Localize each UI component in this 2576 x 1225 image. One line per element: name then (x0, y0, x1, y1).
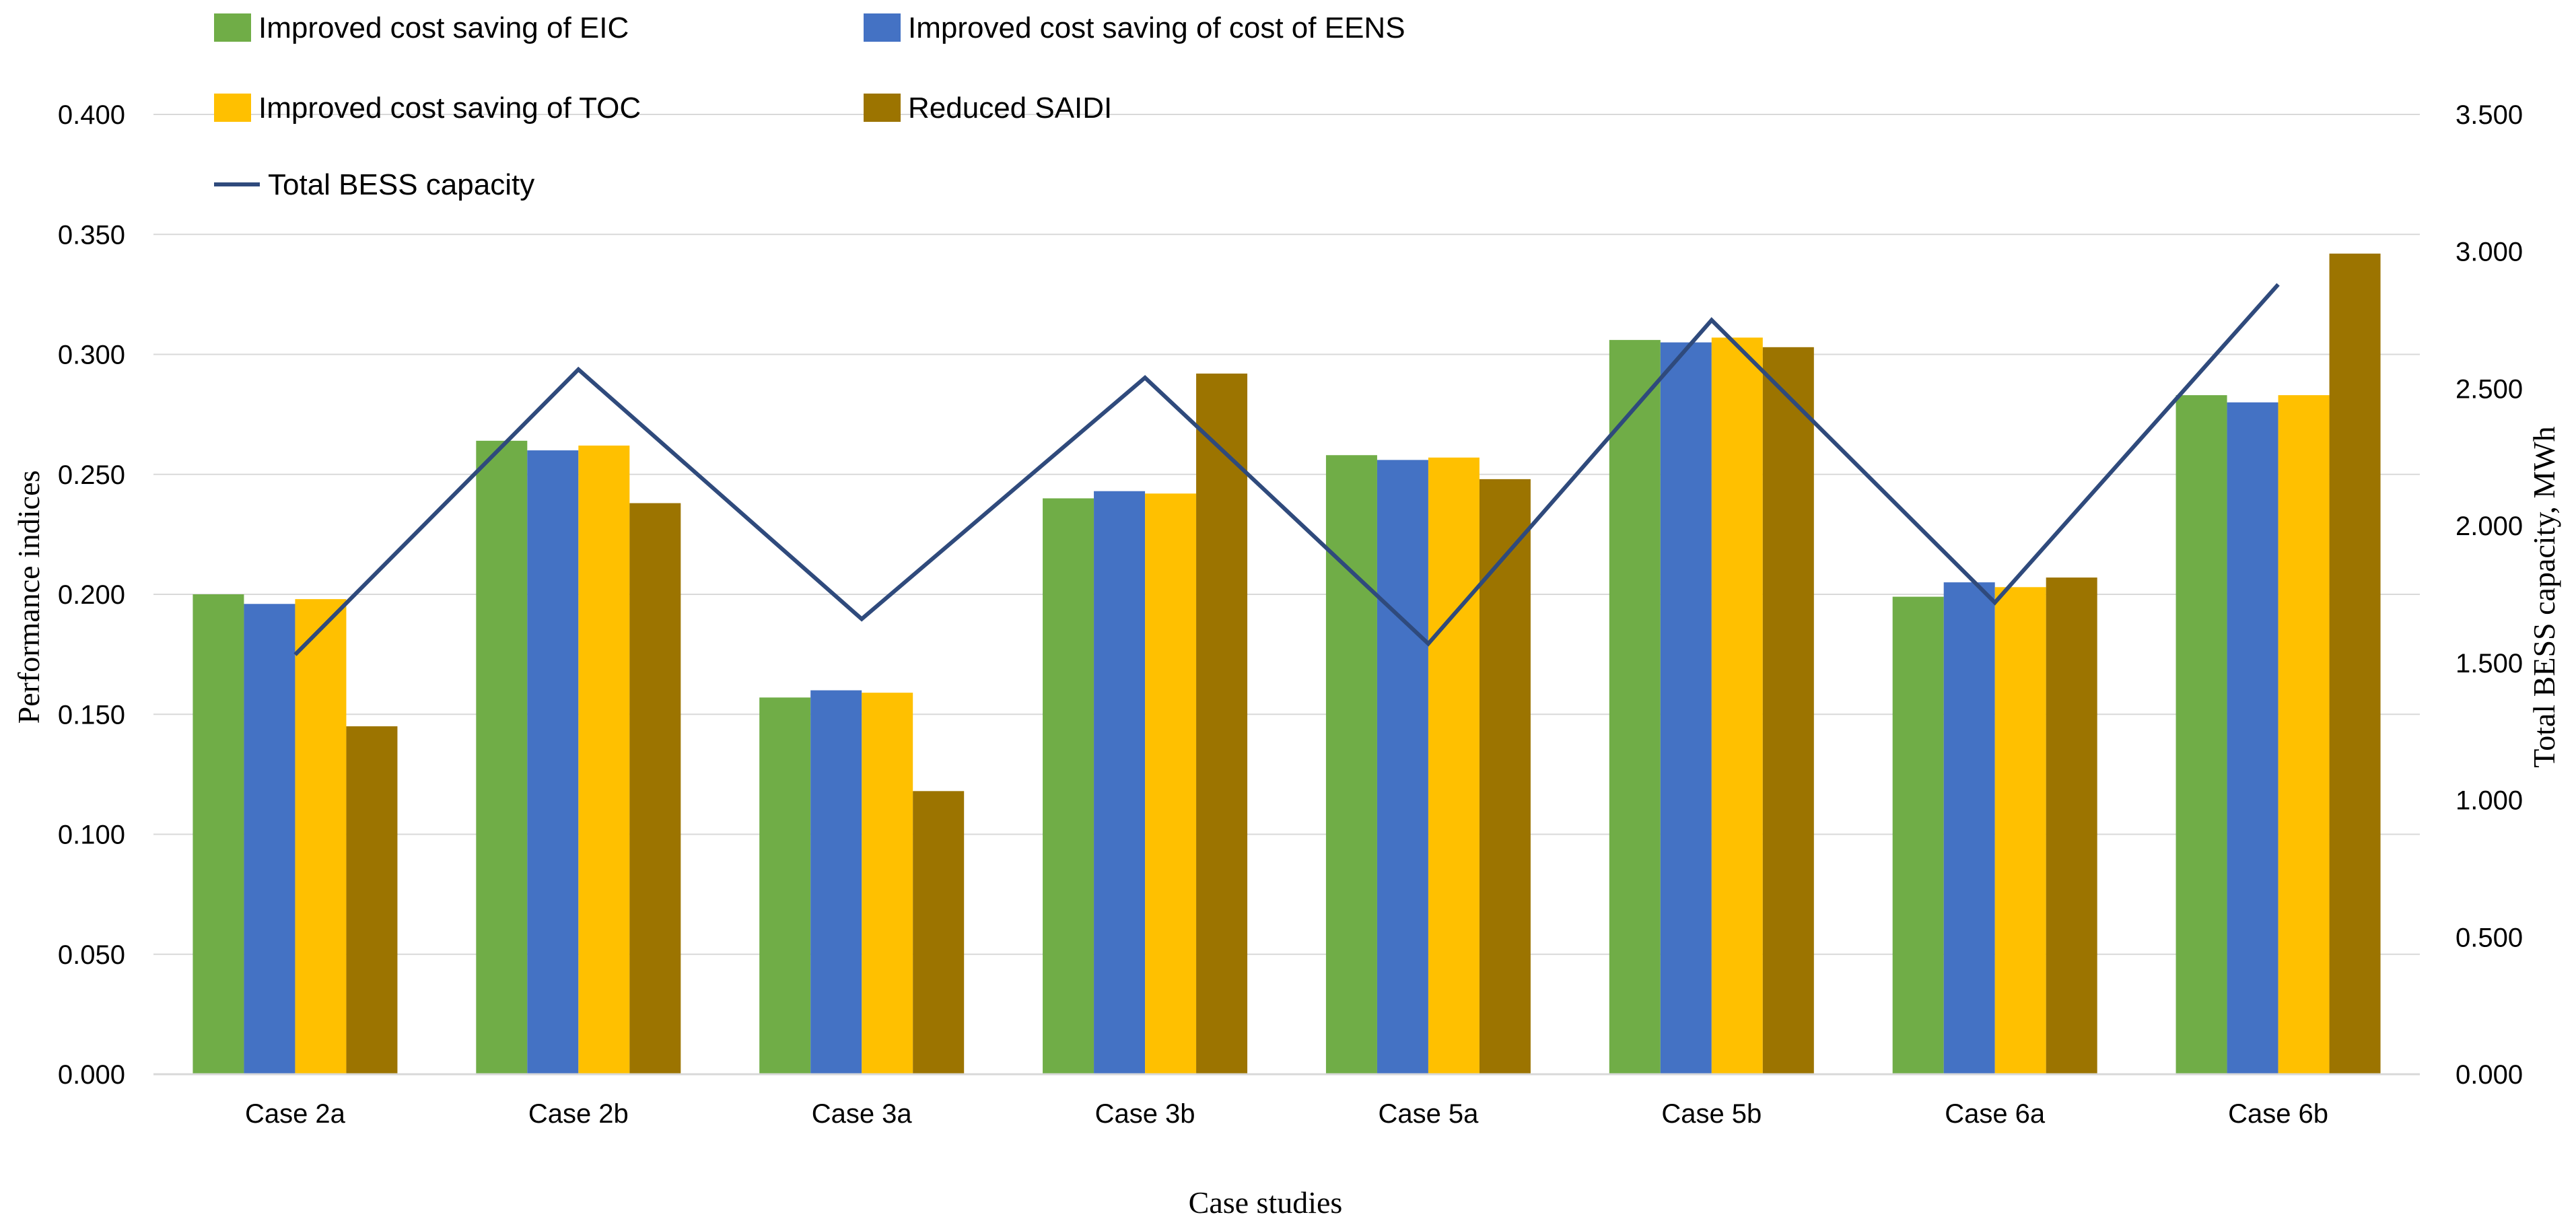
bar-reduced-saidi-case-2b (629, 503, 681, 1074)
legend-item: Reduced SAIDI (864, 92, 1112, 125)
legend-swatch (864, 94, 901, 122)
y2-tick-label: 1.500 (2456, 649, 2523, 678)
y-tick-label: 0.150 (58, 700, 125, 730)
x-category-label: Case 5a (1378, 1099, 1479, 1129)
legend-item: Total BESS capacity (214, 168, 534, 201)
y-tick-label: 0.000 (58, 1060, 125, 1090)
y-tick-label: 0.250 (58, 460, 125, 490)
legend-item: Improved cost saving of EIC (214, 11, 629, 44)
legend-label: Improved cost saving of EIC (258, 11, 629, 44)
bar-improved-cost-saving-of-eic-case-6b (2175, 395, 2227, 1074)
y-tick-label: 0.200 (58, 580, 125, 610)
y2-tick-label: 3.000 (2456, 238, 2523, 267)
bar-improved-cost-saving-of-toc-case-5a (1428, 457, 1480, 1074)
bar-reduced-saidi-case-3a (913, 791, 965, 1074)
y2-tick-label: 0.000 (2456, 1060, 2523, 1090)
bar-reduced-saidi-case-5a (1479, 479, 1531, 1074)
bar-improved-cost-saving-of-eic-case-5b (1609, 340, 1661, 1074)
bar-improved-cost-saving-of-cost-of-eens-case-6b (2227, 402, 2278, 1074)
bar-improved-cost-saving-of-cost-of-eens-case-5b (1660, 342, 1712, 1074)
x-category-label: Case 2b (528, 1099, 629, 1129)
bar-improved-cost-saving-of-toc-case-5b (1711, 337, 1763, 1074)
bar-improved-cost-saving-of-cost-of-eens-case-6a (1943, 582, 1995, 1074)
y-tick-label: 0.300 (58, 341, 125, 370)
bar-improved-cost-saving-of-cost-of-eens-case-2a (244, 604, 295, 1074)
y2-tick-label: 0.500 (2456, 923, 2523, 952)
y-tick-label: 0.050 (58, 940, 125, 970)
x-category-label: Case 5b (1661, 1099, 1762, 1129)
bar-improved-cost-saving-of-eic-case-2a (193, 594, 244, 1074)
bar-improved-cost-saving-of-eic-case-2b (476, 440, 528, 1074)
bar-improved-cost-saving-of-toc-case-2a (295, 599, 347, 1074)
axes: 0.000 0.050 0.100 0.150 0.200 0.250 0.300 0.350… (58, 100, 2523, 1129)
y2-tick-label: 3.500 (2456, 100, 2523, 130)
bar-improved-cost-saving-of-cost-of-eens-case-3b (1094, 491, 1146, 1074)
legend-swatch (214, 94, 251, 122)
bar-reduced-saidi-case-6b (2329, 253, 2381, 1074)
bar-improved-cost-saving-of-eic-case-3b (1043, 498, 1094, 1074)
bar-improved-cost-saving-of-cost-of-eens-case-3a (810, 690, 862, 1074)
bar-improved-cost-saving-of-toc-case-6b (2278, 395, 2330, 1074)
y2-tick-label: 1.000 (2456, 786, 2523, 816)
bar-reduced-saidi-case-3b (1196, 374, 1248, 1074)
x-category-label: Case 3b (1095, 1099, 1195, 1129)
y-axis-title: Performance indices (11, 470, 46, 724)
bar-improved-cost-saving-of-cost-of-eens-case-5a (1377, 460, 1428, 1074)
legend-swatch (214, 13, 251, 42)
legend-swatch (864, 13, 901, 42)
bar-improved-cost-saving-of-toc-case-2b (578, 445, 630, 1074)
y-tick-label: 0.100 (58, 820, 125, 850)
x-axis-title: Case studies (1189, 1185, 1343, 1220)
legend-label: Improved cost saving of TOC (258, 92, 641, 125)
x-category-label: Case 3a (812, 1099, 913, 1129)
legend-item: Improved cost saving of cost of EENS (864, 11, 1405, 44)
y2-tick-label: 2.000 (2456, 512, 2523, 541)
bar-reduced-saidi-case-5b (1762, 347, 1814, 1075)
bar-series-group (193, 253, 2381, 1075)
bar-improved-cost-saving-of-toc-case-3a (862, 693, 913, 1074)
legend-label: Reduced SAIDI (908, 92, 1112, 125)
y-tick-label: 0.400 (58, 100, 125, 130)
legend-label: Total BESS capacity (268, 168, 534, 201)
line-total-bess-capacity (293, 283, 2280, 656)
line-series-group (293, 283, 2280, 656)
bar-improved-cost-saving-of-toc-case-3b (1145, 493, 1197, 1074)
legend: Improved cost saving of EIC Improved cost… (214, 11, 1405, 201)
bar-improved-cost-saving-of-eic-case-6a (1892, 596, 1944, 1074)
y2-axis-title: Total BESS capacity, MWh (2527, 426, 2561, 767)
x-category-label: Case 6b (2228, 1099, 2328, 1129)
y-tick-label: 0.350 (58, 220, 125, 250)
y2-tick-label: 2.500 (2456, 374, 2523, 404)
legend-item: Improved cost saving of TOC (214, 92, 641, 125)
bar-improved-cost-saving-of-eic-case-5a (1325, 455, 1377, 1074)
x-category-label: Case 2a (245, 1099, 346, 1129)
bar-improved-cost-saving-of-cost-of-eens-case-2b (527, 450, 579, 1074)
bar-reduced-saidi-case-6a (2046, 578, 2097, 1074)
legend-label: Improved cost saving of cost of EENS (908, 11, 1405, 44)
bar-improved-cost-saving-of-toc-case-6a (1994, 587, 2046, 1074)
bar-improved-cost-saving-of-eic-case-3a (759, 697, 811, 1074)
bar-reduced-saidi-case-2a (346, 726, 398, 1074)
x-category-label: Case 6a (1945, 1099, 2046, 1129)
